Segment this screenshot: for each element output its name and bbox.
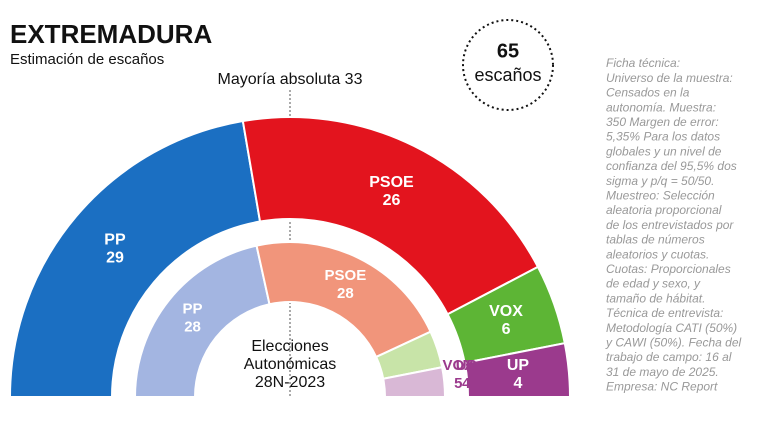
footnote-line: aleatorios y cuotas. bbox=[606, 247, 709, 261]
segment-name: VOX bbox=[442, 357, 474, 374]
seat-segment bbox=[463, 342, 572, 398]
chart-title: EXTREMADURA bbox=[10, 19, 212, 49]
ring-label: Elecciones bbox=[251, 338, 328, 355]
footnote-line: sigma y p/q = 50/50. bbox=[606, 174, 714, 188]
segment-value: 29 bbox=[106, 250, 124, 267]
footnote-line: aleatoria proporcional bbox=[606, 203, 722, 217]
segment-name: UP bbox=[456, 357, 477, 374]
footnote-line: confianza del 95,5% dos bbox=[606, 159, 737, 173]
segment-name: PSOE bbox=[325, 267, 367, 284]
seat-segment bbox=[241, 116, 540, 316]
ring-label: 28N-2023 bbox=[255, 374, 325, 391]
ring-label: Autonómicas bbox=[244, 356, 337, 373]
majority-label: Mayoría absoluta 33 bbox=[218, 71, 363, 88]
segment-value: 4 bbox=[462, 375, 471, 392]
segment-name: VOX bbox=[489, 303, 523, 320]
footnote-line: y CAWI (50%). Fecha del bbox=[605, 335, 741, 349]
seat-segment bbox=[8, 119, 262, 398]
footnote-line: globales y un nivel de bbox=[606, 144, 722, 158]
footnote-line: Muestreo: Selección bbox=[606, 188, 715, 202]
seat-segment bbox=[382, 366, 447, 398]
total-value: 65 bbox=[497, 40, 519, 62]
footnote-line: tamaño de hábitat. bbox=[606, 291, 705, 305]
footnote-line: Empresa: NC Report bbox=[606, 380, 718, 394]
total-badge bbox=[462, 19, 554, 111]
segment-value: 5 bbox=[454, 375, 462, 392]
segment-value: 28 bbox=[184, 319, 201, 336]
footnote-line: Universo de la muestra: bbox=[606, 71, 733, 85]
footnote-line: Ficha técnica: bbox=[606, 56, 680, 70]
seat-segment bbox=[133, 244, 271, 398]
segment-name: PSOE bbox=[369, 174, 414, 191]
footnote-line: Metodología CATI (50%) bbox=[606, 321, 737, 335]
footnote-line: tablas de números bbox=[606, 233, 705, 247]
footnote-line: 5,35% Para los datos bbox=[606, 130, 720, 144]
footnote-line: de los entrevistados por bbox=[606, 218, 734, 232]
footnote-line: 350 Margen de error: bbox=[606, 115, 719, 129]
footnote-line: Cuotas: Proporcionales bbox=[606, 262, 731, 276]
footnote-line: autonomía. Muestra: bbox=[606, 100, 716, 114]
footnote-line: Censados en la bbox=[606, 86, 690, 100]
segment-name: UP bbox=[507, 357, 530, 374]
total-label: escaños bbox=[474, 65, 541, 85]
footnote-line: trabajo de campo: 16 al bbox=[606, 350, 732, 364]
footnote-line: 31 de mayo de 2025. bbox=[606, 365, 719, 379]
segment-name: PP bbox=[104, 232, 126, 249]
segment-name: PP bbox=[183, 301, 203, 318]
segment-value: 4 bbox=[513, 375, 522, 392]
footnote-line: de edad y sexo, y bbox=[606, 277, 701, 291]
seat-segment bbox=[255, 241, 432, 359]
footnote-line: Técnica de entrevista: bbox=[606, 306, 723, 320]
segment-value: 6 bbox=[502, 321, 511, 338]
segment-value: 26 bbox=[383, 192, 401, 209]
segment-value: 28 bbox=[337, 285, 354, 302]
chart-subtitle: Estimación de escaños bbox=[10, 51, 164, 68]
